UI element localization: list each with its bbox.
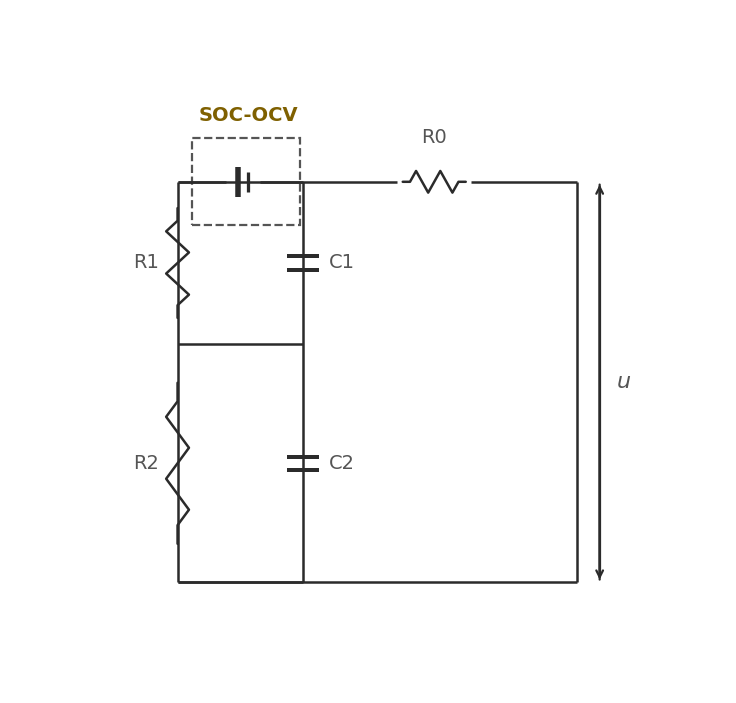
Text: u: u: [617, 372, 631, 392]
Text: R1: R1: [133, 254, 159, 273]
Text: SOC-OCV: SOC-OCV: [199, 106, 299, 125]
Bar: [192, 138, 300, 225]
Text: R0: R0: [422, 128, 447, 147]
Text: C1: C1: [329, 254, 355, 273]
Text: C2: C2: [329, 453, 355, 473]
Text: R2: R2: [133, 453, 159, 473]
